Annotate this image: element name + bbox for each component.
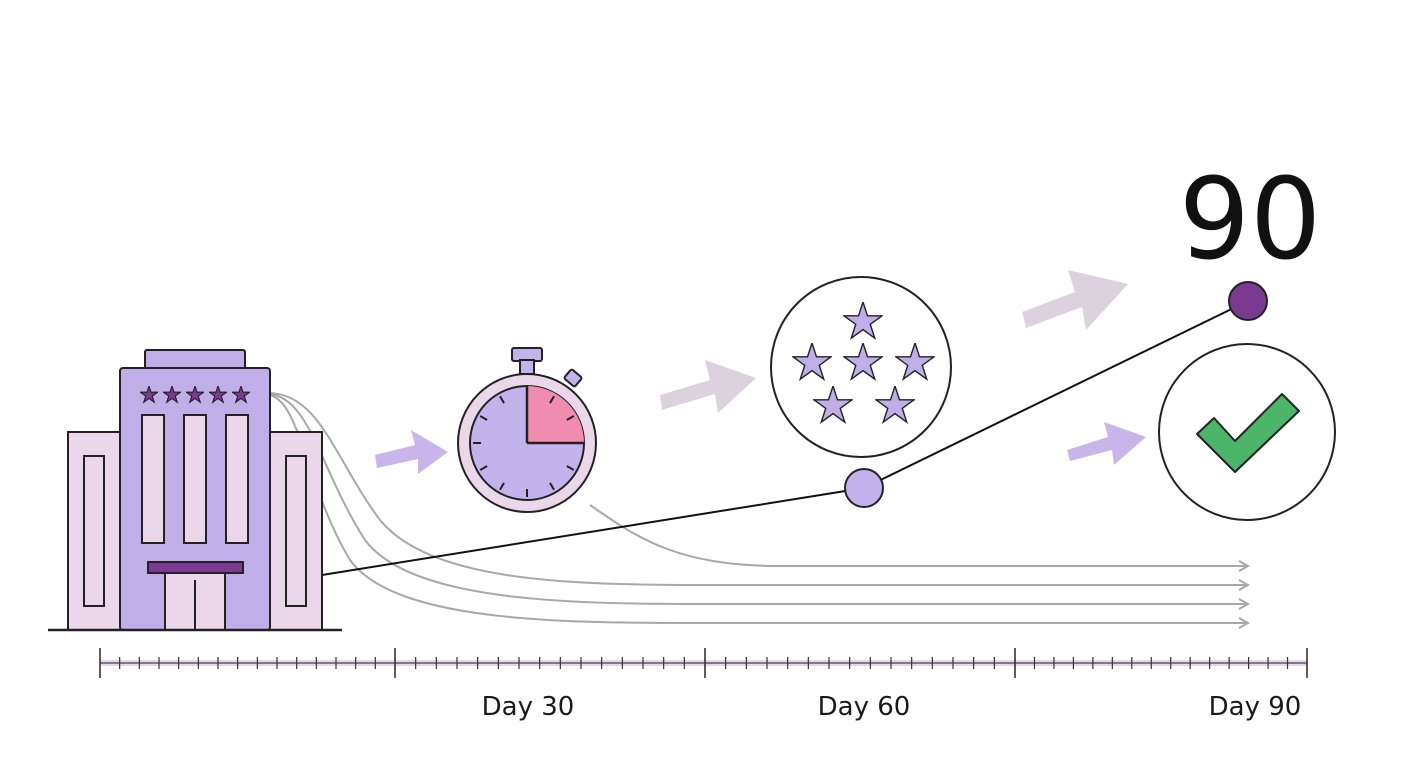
stopwatch-tick	[499, 482, 505, 491]
elapsed-segment	[527, 386, 584, 443]
milestone-dot-day60	[844, 468, 884, 508]
label-day-60: Day 60	[818, 692, 911, 722]
flow-line-2	[267, 393, 1248, 604]
building-awning	[147, 561, 244, 574]
headline-number: 90	[1179, 155, 1322, 285]
flow-line-3	[267, 394, 1248, 623]
stopwatch-tick	[479, 465, 488, 471]
stopwatch-tick	[549, 482, 555, 491]
stopwatch-tick	[549, 395, 555, 404]
progress-trend	[321, 281, 1268, 576]
stopwatch-icon	[457, 347, 597, 513]
label-day-30: Day 30	[482, 692, 575, 722]
arrow-to-success	[1067, 422, 1146, 465]
arrow-to-timer	[375, 430, 448, 474]
stopwatch-tick	[566, 415, 575, 421]
ruler-ticks	[99, 648, 1308, 678]
hotel-building-icon	[48, 349, 342, 632]
timeline-ruler	[99, 648, 1308, 678]
stopwatch-tick	[566, 465, 575, 471]
stopwatch-tick	[499, 395, 505, 404]
flow-lines	[267, 392, 1248, 623]
milestone-dot-day90	[1228, 281, 1268, 321]
direction-arrows	[375, 270, 1146, 474]
arrow-to-reviews	[660, 360, 756, 413]
checkmark-circle-icon	[1158, 343, 1336, 521]
flow-line-1	[267, 392, 1248, 585]
arrow-to-goal	[1022, 270, 1128, 330]
stars-circle-icon	[770, 276, 952, 458]
flow-line-4	[589, 504, 1248, 566]
label-day-90: Day 90	[1209, 692, 1302, 722]
stopwatch-tick	[479, 415, 488, 421]
timeline-labels: Day 30 Day 60 Day 90	[482, 692, 1302, 722]
